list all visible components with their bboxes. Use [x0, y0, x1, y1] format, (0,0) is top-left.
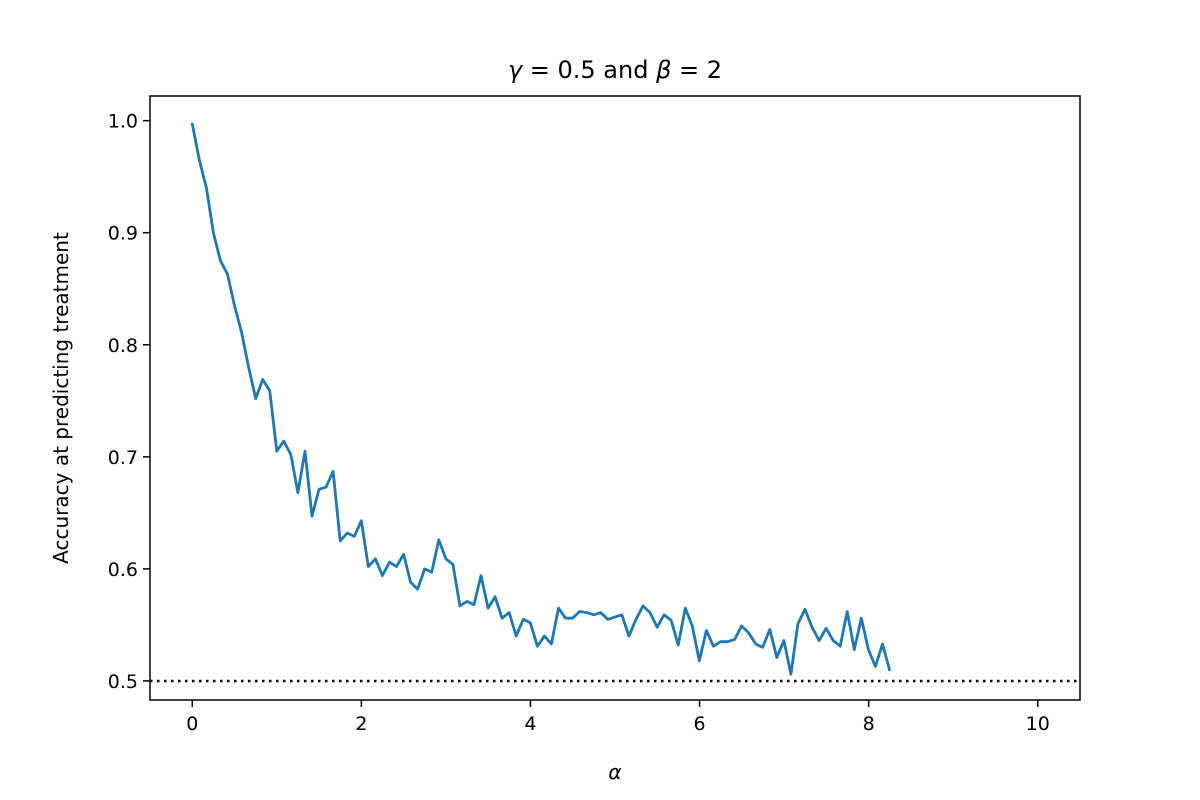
title-beta: β — [655, 56, 671, 84]
y-tick-label: 1.0 — [108, 111, 138, 133]
y-axis-label: Accuracy at predicting treatment — [49, 232, 73, 564]
y-tick-label: 0.6 — [108, 559, 138, 581]
title-beta-value: = 2 — [671, 56, 722, 84]
chart-title: γ = 0.5 and β = 2 — [508, 56, 722, 84]
y-tick-label: 0.9 — [108, 223, 138, 245]
title-gamma: γ — [508, 56, 524, 84]
title-gamma-value: = 0.5 and — [522, 56, 656, 84]
x-tick-label: 8 — [863, 713, 875, 735]
x-tick-label: 4 — [524, 713, 536, 735]
x-tick-label: 6 — [693, 713, 705, 735]
y-tick-label: 0.7 — [108, 447, 138, 469]
y-tick-label: 0.8 — [108, 335, 138, 357]
plot-frame — [149, 95, 1081, 701]
x-tick-label: 10 — [1026, 713, 1050, 735]
y-tick-label: 0.5 — [108, 671, 138, 693]
x-tick-label: 2 — [355, 713, 367, 735]
x-tick-label: 0 — [186, 713, 198, 735]
series-line-0 — [190, 122, 891, 676]
x-axis-label: α — [608, 760, 621, 784]
